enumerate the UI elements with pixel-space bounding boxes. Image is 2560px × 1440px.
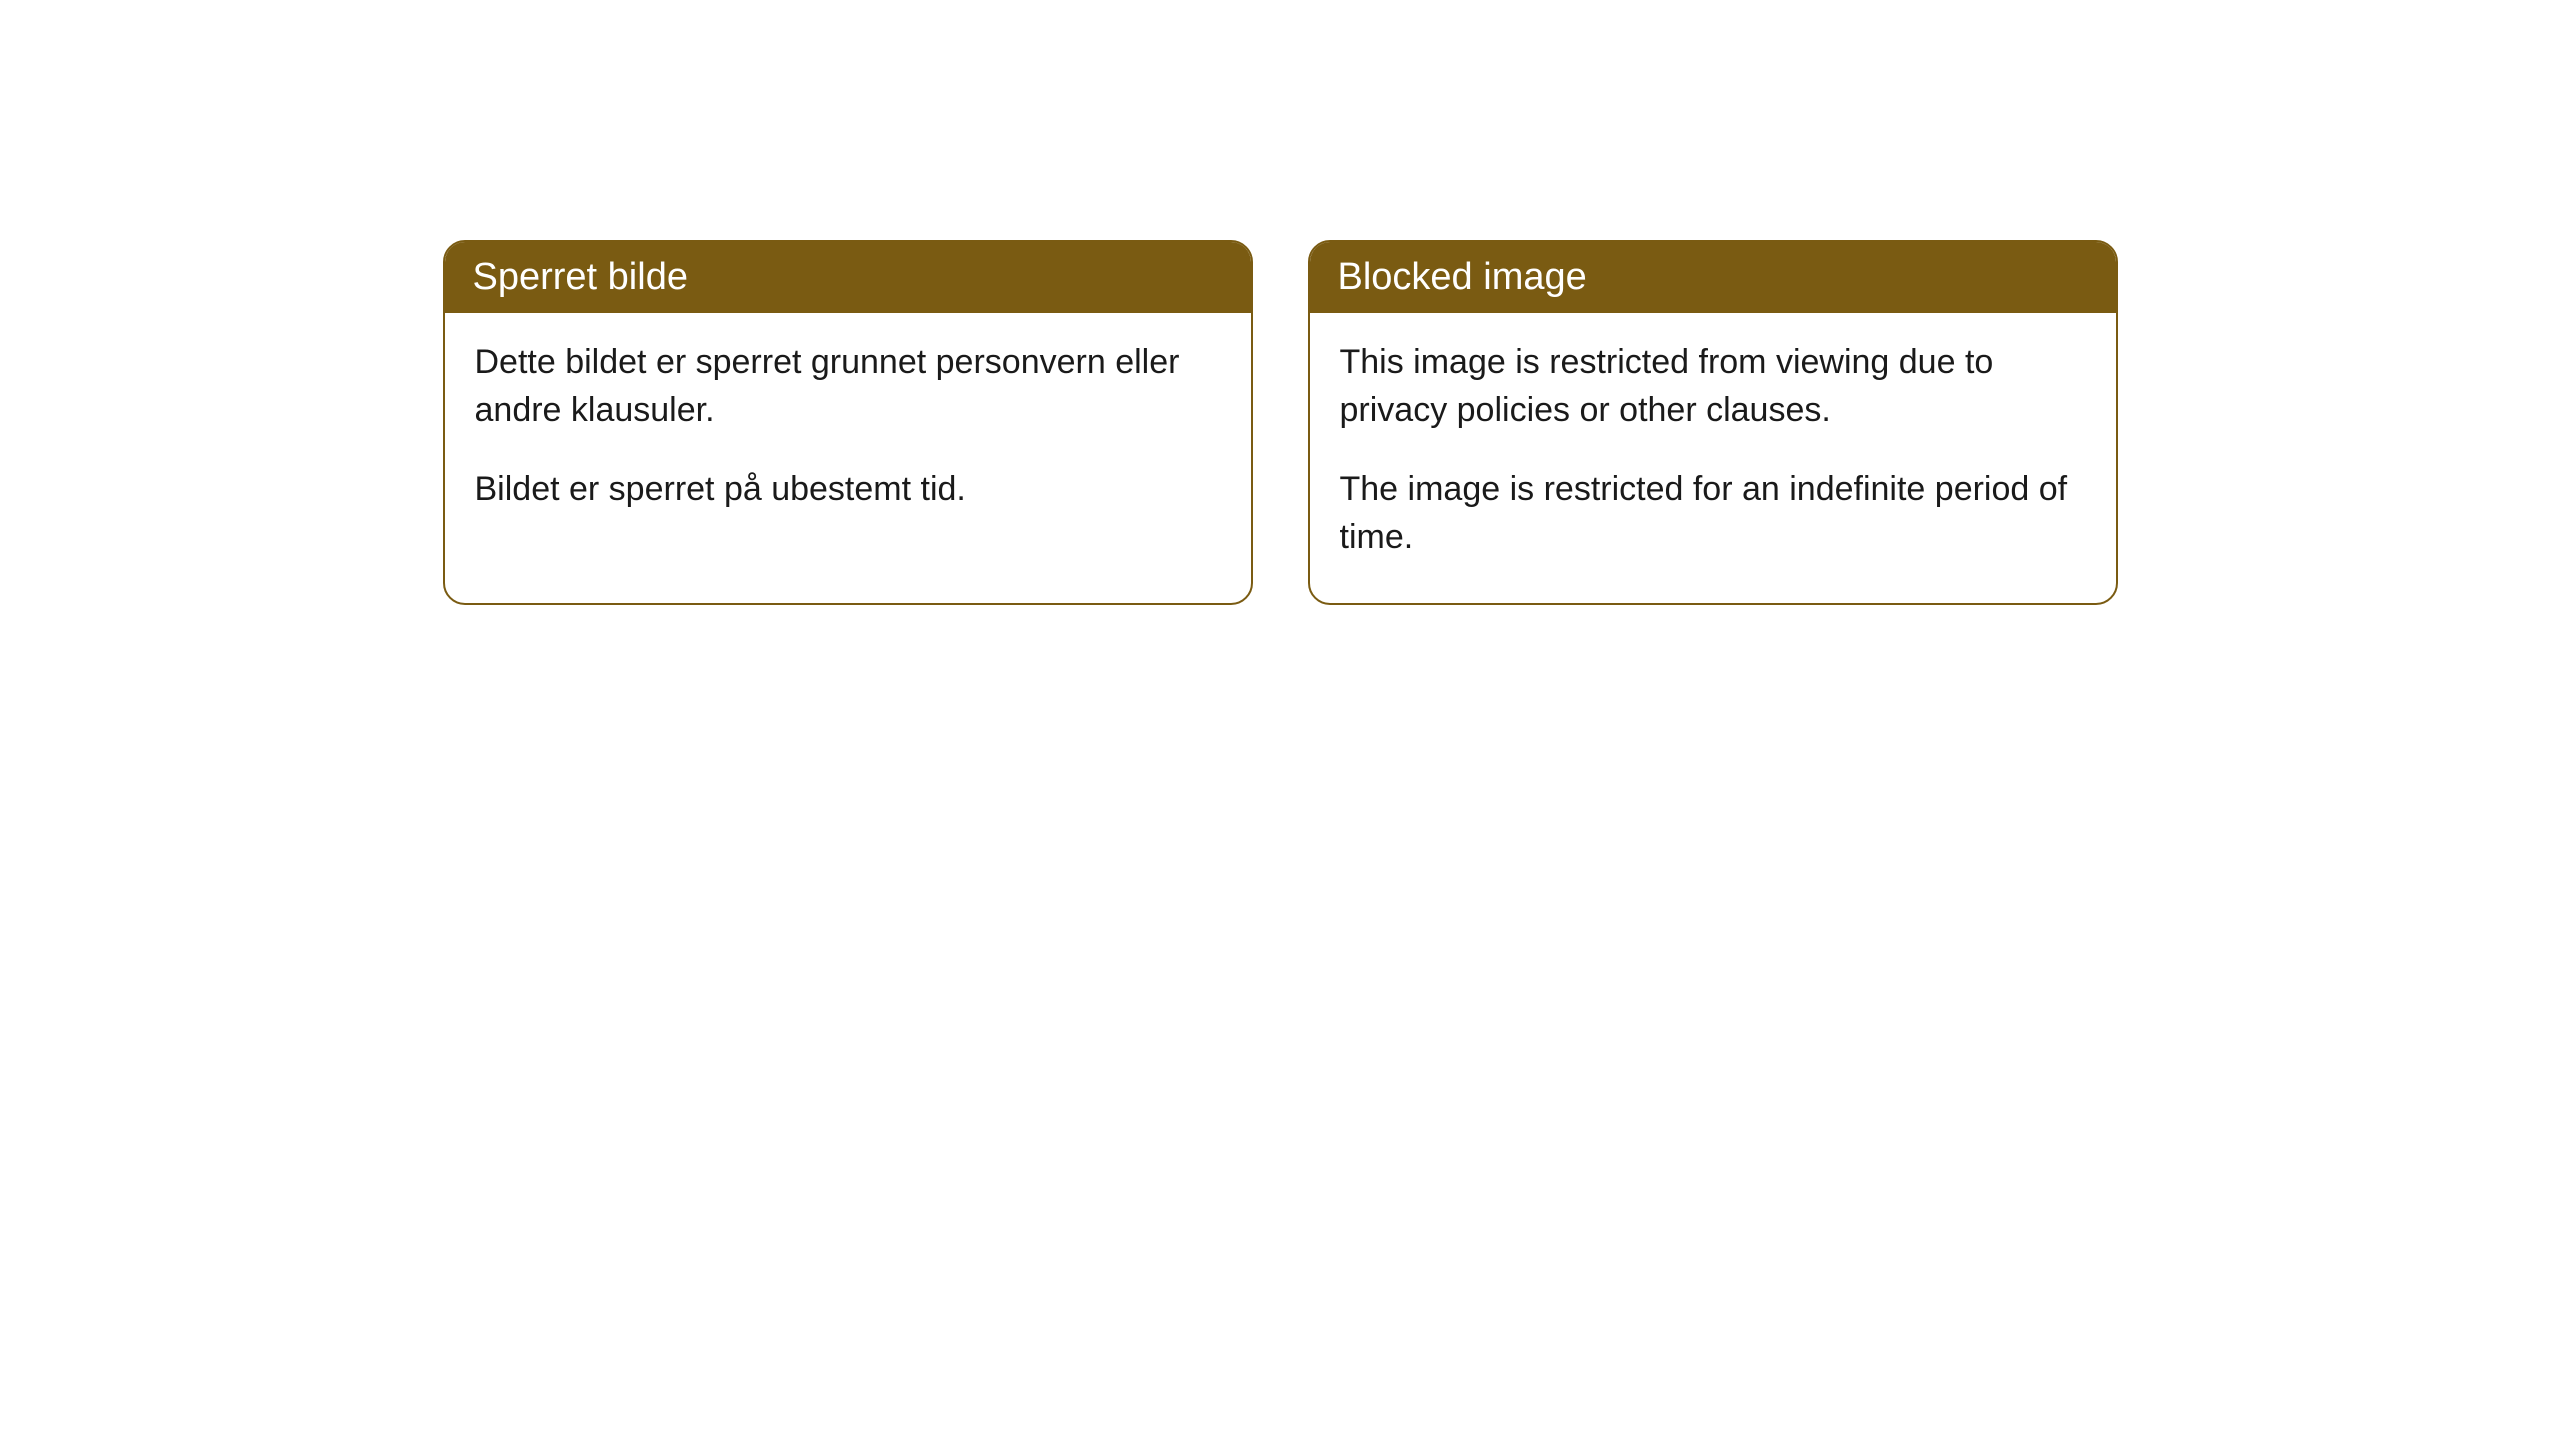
card-header-en: Blocked image bbox=[1310, 242, 2116, 313]
card-paragraph-en-1: This image is restricted from viewing du… bbox=[1340, 339, 2086, 434]
card-paragraph-nb-2: Bildet er sperret på ubestemt tid. bbox=[475, 466, 1221, 514]
card-body-nb: Dette bildet er sperret grunnet personve… bbox=[445, 313, 1251, 556]
card-header-nb: Sperret bilde bbox=[445, 242, 1251, 313]
card-title-nb: Sperret bilde bbox=[473, 256, 688, 298]
card-body-en: This image is restricted from viewing du… bbox=[1310, 313, 2116, 603]
blocked-image-card-nb: Sperret bilde Dette bildet er sperret gr… bbox=[443, 240, 1253, 605]
blocked-image-card-en: Blocked image This image is restricted f… bbox=[1308, 240, 2118, 605]
card-paragraph-nb-1: Dette bildet er sperret grunnet personve… bbox=[475, 339, 1221, 434]
card-title-en: Blocked image bbox=[1338, 256, 1587, 298]
cards-container: Sperret bilde Dette bildet er sperret gr… bbox=[0, 240, 2560, 605]
card-paragraph-en-2: The image is restricted for an indefinit… bbox=[1340, 466, 2086, 561]
